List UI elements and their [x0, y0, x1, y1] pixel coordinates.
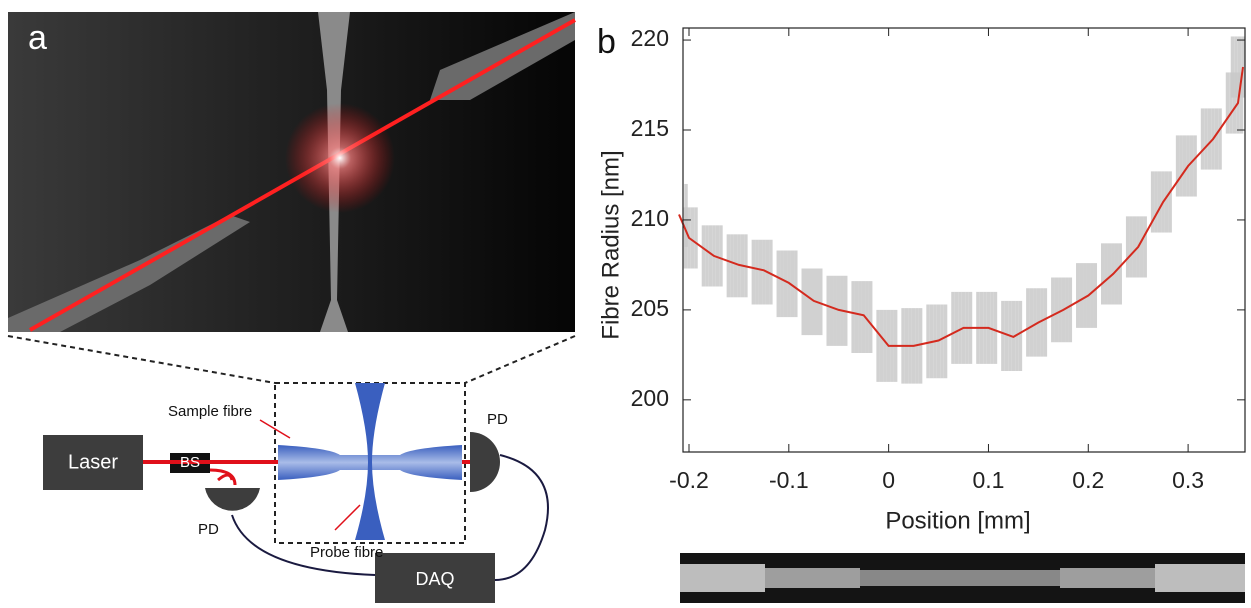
x-tick-label: 0	[882, 467, 895, 493]
photo	[8, 12, 576, 332]
y-tick-label: 215	[631, 115, 669, 141]
x-tick-label: 0.2	[1072, 467, 1104, 493]
x-tick-label: 0.3	[1172, 467, 1204, 493]
schematic	[7, 335, 576, 603]
panel-label: b	[597, 23, 616, 61]
y-tick-label: 210	[631, 205, 669, 231]
y-tick-label: 205	[631, 295, 669, 321]
plot-frame	[682, 27, 1246, 453]
sample-fibre-label: Sample fibre	[168, 403, 252, 420]
x-axis-label: Position [mm]	[885, 507, 1030, 534]
panel-label: a	[28, 19, 47, 57]
y-tick-label: 200	[631, 385, 669, 411]
y-axis-label: Fibre Radius [nm]	[597, 150, 624, 339]
x-tick-label: -0.2	[669, 467, 709, 493]
pd-label: PD	[198, 521, 219, 538]
x-tick-label: 0.1	[972, 467, 1004, 493]
laser-label: Laser	[68, 451, 118, 473]
daq-label: DAQ	[415, 569, 454, 589]
data-line	[678, 66, 1244, 347]
y-tick-label: 220	[631, 25, 669, 51]
probe-fibre-label: Probe fibre	[310, 544, 383, 561]
x-tick-label: -0.1	[769, 467, 809, 493]
fibre-image	[680, 553, 1245, 603]
pd-label: PD	[487, 411, 508, 428]
bs-label: BS	[180, 454, 200, 471]
